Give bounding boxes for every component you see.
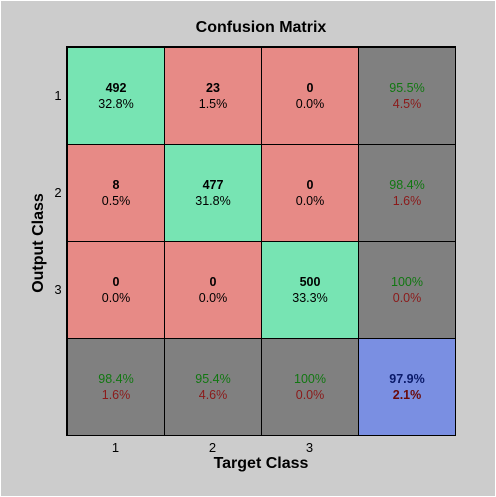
matrix-cell: 0 0.0% <box>67 241 165 339</box>
cell-count: 0 <box>112 275 120 289</box>
cell-percent: 0.0% <box>295 194 325 208</box>
overall-error: 2.1% <box>392 388 422 402</box>
x-tick-label: 1 <box>111 440 120 455</box>
matrix-cell: 8 0.5% <box>67 144 165 242</box>
confusion-matrix-grid: 492 32.8% 23 1.5% 0 0.0% 95.5% 4.5% 8 0.5% 477 31.8… <box>66 46 456 436</box>
summary-correct: 98.4% <box>98 372 134 386</box>
summary-error: 0.0% <box>392 291 422 305</box>
matrix-cell: 23 1.5% <box>164 47 262 145</box>
x-tick-label: 2 <box>208 440 217 455</box>
x-tick-label: 3 <box>305 440 314 455</box>
summary-correct: 100% <box>294 372 326 386</box>
matrix-cell: 0 0.0% <box>164 241 262 339</box>
cell-percent: 1.5% <box>198 97 228 111</box>
cell-count: 492 <box>105 81 127 95</box>
overall-correct: 97.9% <box>389 372 425 386</box>
matrix-cell: 0 0.0% <box>261 47 359 145</box>
column-summary-cell: 98.4% 1.6% <box>67 338 165 436</box>
cell-count: 0 <box>306 81 314 95</box>
summary-correct: 95.4% <box>195 372 231 386</box>
cell-count: 0 <box>306 178 314 192</box>
cell-percent: 32.8% <box>98 97 134 111</box>
matrix-cell: 0 0.0% <box>261 144 359 242</box>
cell-percent: 0.0% <box>198 291 228 305</box>
y-tick-label: 2 <box>54 184 62 200</box>
summary-correct: 95.5% <box>389 81 425 95</box>
cell-count: 0 <box>209 275 217 289</box>
cell-percent: 0.0% <box>101 291 131 305</box>
summary-error: 1.6% <box>392 194 422 208</box>
cell-percent: 0.0% <box>295 97 325 111</box>
cell-count: 477 <box>202 178 224 192</box>
cell-count: 500 <box>299 275 321 289</box>
summary-error: 4.5% <box>392 97 422 111</box>
summary-error: 1.6% <box>101 388 131 402</box>
chart-title: Confusion Matrix <box>195 19 327 36</box>
y-axis-label: Output Class <box>30 193 47 293</box>
summary-error: 4.6% <box>198 388 228 402</box>
row-summary-cell: 100% 0.0% <box>358 241 456 339</box>
cell-count: 8 <box>112 178 120 192</box>
y-tick-label: 3 <box>54 281 62 297</box>
x-axis-label: Target Class <box>213 455 309 472</box>
overall-summary-cell: 97.9% 2.1% <box>358 338 456 436</box>
column-summary-cell: 100% 0.0% <box>261 338 359 436</box>
cell-percent: 31.8% <box>195 194 231 208</box>
cell-percent: 0.5% <box>101 194 131 208</box>
y-tick-label: 1 <box>54 87 62 103</box>
row-summary-cell: 98.4% 1.6% <box>358 144 456 242</box>
summary-correct: 98.4% <box>389 178 425 192</box>
matrix-cell: 492 32.8% <box>67 47 165 145</box>
row-summary-cell: 95.5% 4.5% <box>358 47 456 145</box>
cell-percent: 33.3% <box>292 291 328 305</box>
matrix-cell: 477 31.8% <box>164 144 262 242</box>
summary-correct: 100% <box>391 275 423 289</box>
matrix-cell: 500 33.3% <box>261 241 359 339</box>
column-summary-cell: 95.4% 4.6% <box>164 338 262 436</box>
cell-count: 23 <box>206 81 220 95</box>
summary-error: 0.0% <box>295 388 325 402</box>
